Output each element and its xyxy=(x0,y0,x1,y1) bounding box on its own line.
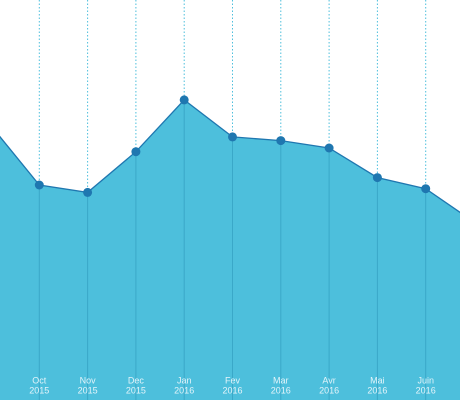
x-tick-label: 2016 xyxy=(416,385,436,395)
point xyxy=(372,173,382,183)
point xyxy=(324,143,334,153)
x-tick-label: 2015 xyxy=(29,385,49,395)
area xyxy=(0,99,460,400)
x-tick-label: 2016 xyxy=(271,385,291,395)
x-tick-label: 2016 xyxy=(367,385,387,395)
x-tick-label: Jan xyxy=(177,375,192,385)
x-tick-label: 2016 xyxy=(222,385,242,395)
x-tick-label: Mar xyxy=(273,375,289,385)
x-tick-label: Oct xyxy=(32,375,47,385)
x-tick-label: Mai xyxy=(370,375,385,385)
x-tick-label: Fev xyxy=(225,375,241,385)
x-tick-label: Nov xyxy=(80,375,97,385)
point xyxy=(276,136,286,146)
x-tick-label: Juin xyxy=(417,375,434,385)
x-tick-label: Dec xyxy=(128,375,145,385)
point xyxy=(131,147,141,157)
x-tick-label: Avr xyxy=(322,375,335,385)
point xyxy=(179,95,189,105)
x-tick-label: 2015 xyxy=(126,385,146,395)
point xyxy=(228,132,237,142)
point xyxy=(421,184,431,194)
x-tick-label: 2015 xyxy=(78,385,98,395)
point xyxy=(34,180,44,190)
x-tick-label: 2016 xyxy=(319,385,339,395)
x-tick-label: 2016 xyxy=(174,385,194,395)
point xyxy=(83,187,93,197)
